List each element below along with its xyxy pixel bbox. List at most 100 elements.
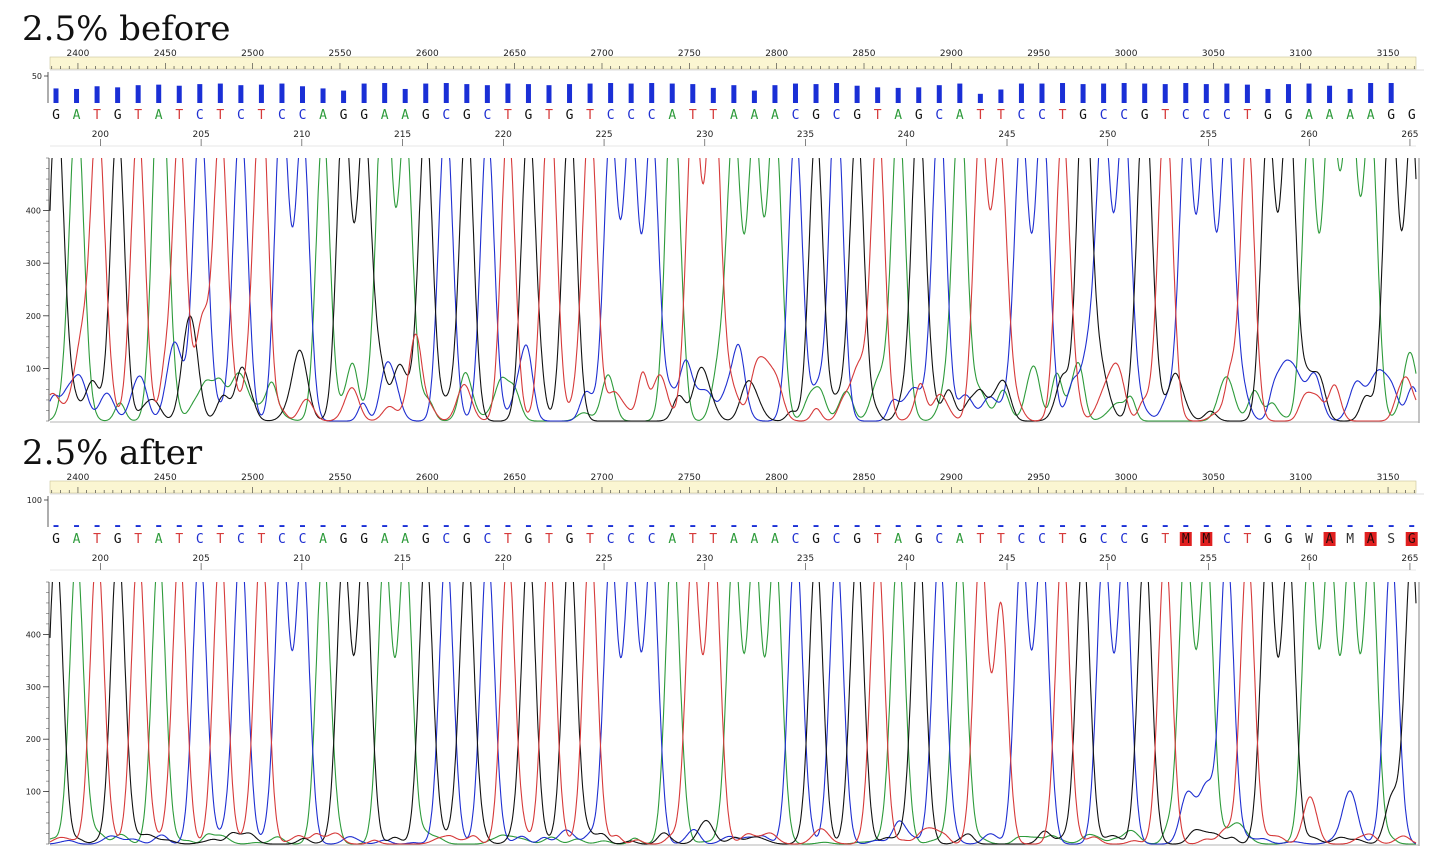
base-index-label: 240 (898, 554, 915, 564)
qv-bar (176, 525, 182, 527)
base-call: T (586, 108, 594, 123)
base-call: G (812, 532, 820, 547)
base-index-label: 260 (1301, 554, 1318, 564)
base-call: A (381, 108, 389, 123)
qv-bar (1244, 525, 1250, 527)
base-call: T (1161, 108, 1169, 123)
bp-tick-label: 2500 (241, 473, 264, 483)
base-call: T (93, 532, 101, 547)
qv-bar (1162, 84, 1168, 103)
base-call: G (360, 532, 368, 547)
base-call: G (422, 532, 430, 547)
base-call: A (1326, 532, 1334, 547)
base-call: T (545, 108, 553, 123)
bp-tick-label: 2800 (765, 473, 788, 483)
base-call: G (525, 532, 533, 547)
qv-bar (998, 525, 1004, 527)
qv-bar (772, 85, 778, 103)
qv-bar (156, 84, 162, 103)
qv-bar (587, 525, 593, 527)
qv-bar (525, 525, 531, 527)
qv-bar (1347, 525, 1353, 527)
bp-tick-label: 2600 (416, 473, 439, 483)
qv-bar (567, 84, 573, 103)
qv-bar (710, 87, 716, 103)
qv-bar (649, 83, 655, 103)
qv-bar (382, 83, 388, 103)
qv-bar (176, 85, 182, 103)
base-call: A (155, 108, 163, 123)
qv-bar (936, 85, 942, 103)
base-call: A (401, 108, 409, 123)
qv-bar (1183, 525, 1189, 527)
qv-bar (649, 525, 655, 527)
qv-bar (608, 525, 614, 527)
qv-bar (484, 525, 490, 527)
bp-tick-label: 2900 (940, 473, 963, 483)
qv-bar (751, 525, 757, 527)
y-axis-tick-label: 300 (26, 259, 41, 268)
qv-bar (115, 525, 121, 527)
qv-bar (279, 83, 285, 103)
base-call: T (874, 108, 882, 123)
bp-tick-label: 2400 (66, 473, 89, 483)
ambiguous-base-highlight (1200, 532, 1213, 546)
base-index-label: 245 (998, 130, 1015, 140)
qv-bar (608, 83, 614, 103)
bp-tick-label: 3150 (1377, 49, 1400, 59)
base-call: C (483, 108, 491, 123)
base-call: M (1182, 532, 1190, 547)
bp-tick-label: 3000 (1115, 49, 1138, 59)
qv-bar (567, 525, 573, 527)
base-call: C (627, 108, 635, 123)
trace-t (49, 577, 1417, 845)
base-call: T (93, 108, 101, 123)
qv-bar (1388, 525, 1394, 527)
base-call: C (1038, 532, 1046, 547)
qv-bar (792, 525, 798, 527)
panel-title-after: 2.5% after (22, 433, 203, 473)
base-call: A (1367, 108, 1375, 123)
qv-bar (320, 88, 326, 103)
bp-tick-label: 2800 (765, 49, 788, 59)
base-call: T (257, 108, 265, 123)
base-call: T (689, 108, 697, 123)
qv-bar (1121, 83, 1127, 103)
qv-bar (895, 525, 901, 527)
base-call: G (52, 532, 60, 547)
qv-axis-tick-label: 50 (32, 72, 42, 81)
qv-bar (197, 84, 203, 103)
base-index-label: 255 (1200, 554, 1217, 564)
qv-bar (53, 88, 59, 103)
base-call: G (566, 532, 574, 547)
qv-bar (423, 525, 429, 527)
base-index-label: 235 (797, 130, 814, 140)
qv-bar (341, 90, 347, 103)
base-call: A (894, 108, 902, 123)
base-call: T (1243, 532, 1251, 547)
qv-bar (1388, 83, 1394, 103)
qv-bar (217, 83, 223, 103)
qv-bar (813, 84, 819, 103)
base-call: A (750, 108, 758, 123)
qv-bar (628, 83, 634, 103)
base-call: C (792, 108, 800, 123)
bp-tick-label: 3150 (1377, 473, 1400, 483)
trace-g (49, 153, 1417, 422)
base-call: T (257, 532, 265, 547)
base-index-label: 210 (293, 130, 310, 140)
bp-tick-label: 2550 (329, 473, 352, 483)
qv-bar (669, 525, 675, 527)
base-call: G (1079, 108, 1087, 123)
base-call: C (278, 108, 286, 123)
base-call: T (1059, 532, 1067, 547)
qv-bar (423, 83, 429, 103)
base-index-label: 205 (193, 130, 210, 140)
base-index-label: 255 (1200, 130, 1217, 140)
base-call: A (1326, 108, 1334, 123)
qv-bar (546, 85, 552, 103)
qv-bar (834, 525, 840, 527)
base-call: C (935, 108, 943, 123)
qv-bar (1183, 83, 1189, 103)
base-call: C (299, 108, 307, 123)
